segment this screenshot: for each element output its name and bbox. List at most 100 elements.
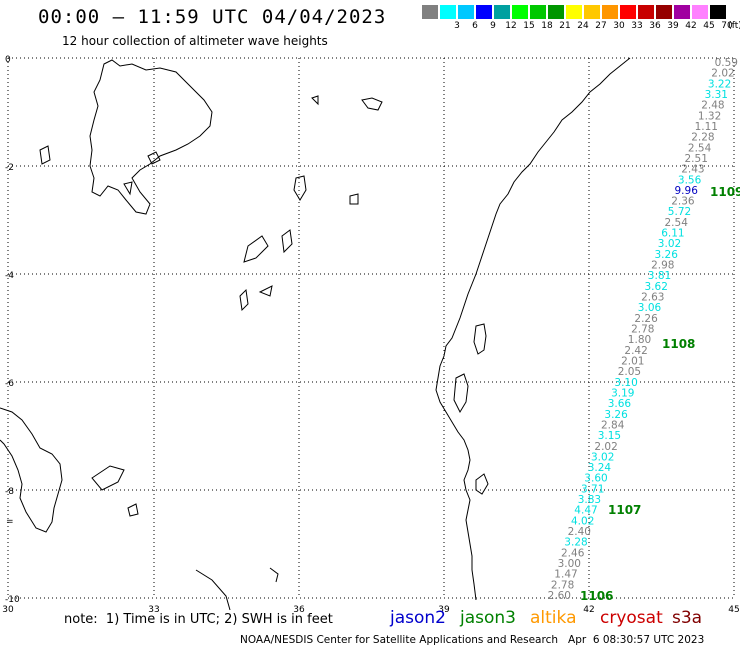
scale-label: 45 xyxy=(703,21,715,31)
swh-reading: 1.80 xyxy=(628,334,651,346)
scale-label: 3 xyxy=(454,21,460,31)
swh-reading: 4.02 xyxy=(571,515,594,527)
swh-reading: 3.60 xyxy=(584,473,607,485)
lat-label: -4 xyxy=(5,271,14,281)
swh-reading: 3.83 xyxy=(578,494,601,506)
scale-swatch xyxy=(530,5,546,19)
scale-swatch xyxy=(638,5,654,19)
swh-reading: 3.81 xyxy=(648,270,671,282)
lake-detail xyxy=(239,288,249,312)
scale-swatch xyxy=(422,5,438,19)
scale-label: 33 xyxy=(631,21,643,31)
lake-detail xyxy=(361,97,383,111)
lake-detail xyxy=(293,175,307,201)
swh-reading: 2.98 xyxy=(651,260,674,272)
lon-label: 42 xyxy=(583,605,594,615)
swh-reading: 3.62 xyxy=(645,281,668,293)
scale-swatch xyxy=(620,5,636,19)
scale-label: 70 xyxy=(721,21,733,31)
scale-label: 42 xyxy=(685,21,697,31)
lake-victoria-island xyxy=(147,151,161,165)
lake-detail xyxy=(258,285,273,297)
scale-swatch xyxy=(710,5,726,19)
scale-label: 15 xyxy=(523,21,535,31)
swh-reading: 2.54 xyxy=(665,217,689,229)
generated-timestamp: Apr 6 08:30:57 UTC 2023 xyxy=(568,634,705,646)
scale-label: 12 xyxy=(505,21,517,31)
swh-reading: 2.84 xyxy=(601,419,625,431)
scale-label: 18 xyxy=(541,21,553,31)
altimeter-track: 0.592.023.223.312.481.321.112.282.542.51… xyxy=(548,57,738,602)
swh-reading: 2.26 xyxy=(634,313,658,325)
swh-reading: 2.02 xyxy=(711,68,734,80)
swh-reading: 2.40 xyxy=(568,526,591,538)
swh-reading: 2.43 xyxy=(681,164,704,176)
mission-jason3: jason3 xyxy=(460,608,516,628)
scale-label: 39 xyxy=(667,21,679,31)
swh-reading: 2.48 xyxy=(701,100,724,112)
swh-reading: 1.47 xyxy=(554,569,577,581)
lake-detail xyxy=(281,229,293,254)
swh-reading: 2.46 xyxy=(561,547,585,559)
scale-swatch xyxy=(440,5,456,19)
swh-reading: 2.51 xyxy=(685,153,708,165)
axis-labels: 30 33 36 39 42 45 0 -2 -4 -6 -8 -10 = xyxy=(2,55,739,615)
lat-label: 0 xyxy=(5,55,11,65)
mission-s3a: s3a xyxy=(672,608,703,628)
swh-reading: 5.72 xyxy=(668,206,691,218)
swh-reading: 3.31 xyxy=(705,89,728,101)
scale-label: 24 xyxy=(577,21,589,31)
pass-time-label: 1106 xyxy=(580,589,613,603)
lake-tanganyika-shore xyxy=(0,407,63,533)
swh-reading: 3.19 xyxy=(611,388,634,400)
scale-swatch xyxy=(512,5,528,19)
scale-label: 9 xyxy=(490,21,496,31)
mission-altika: altika xyxy=(530,608,577,628)
scale-swatch xyxy=(584,5,600,19)
scale-swatch xyxy=(566,5,582,19)
swh-reading: 2.02 xyxy=(594,441,617,453)
zanzibar-island xyxy=(453,373,469,414)
map-subtitle: 12 hour collection of altimeter wave hei… xyxy=(62,34,328,48)
swh-reading: 3.06 xyxy=(638,302,662,314)
swh-reading: 0.59 xyxy=(715,57,738,69)
swh-reading: 3.28 xyxy=(564,537,587,549)
lake-detail xyxy=(123,181,133,196)
pass-time-label: 1107 xyxy=(608,503,641,517)
map-title: 00:00 – 11:59 UTC 04/04/2023 xyxy=(38,6,387,28)
scale-label: 36 xyxy=(649,21,661,31)
swh-reading: 3.66 xyxy=(608,398,632,410)
lake-detail xyxy=(195,569,231,611)
footer-credit: NOAA/NESDIS Center for Satellite Applica… xyxy=(240,634,704,646)
lat-label: -8 xyxy=(5,487,14,497)
lat-lon-grid xyxy=(7,57,735,599)
lake-detail xyxy=(39,145,51,165)
lake-victoria-shore xyxy=(89,59,213,215)
swh-reading: 3.26 xyxy=(655,249,679,261)
lat-label: -10 xyxy=(5,595,20,605)
swh-reading: 2.54 xyxy=(688,142,712,154)
swh-reading: 2.05 xyxy=(618,366,641,378)
lon-label: 36 xyxy=(293,605,305,615)
swh-reading: 4.47 xyxy=(574,505,597,517)
lon-label: 30 xyxy=(2,605,14,615)
scale-swatch xyxy=(656,5,672,19)
swh-reading: 3.24 xyxy=(588,462,612,474)
lat-label: -2 xyxy=(5,163,14,173)
lake-detail xyxy=(349,193,359,205)
swh-reading: 2.28 xyxy=(691,132,714,144)
pass-time-label: 1109 xyxy=(710,185,740,199)
mission-cryosat: cryosat xyxy=(600,608,663,628)
lon-label: 33 xyxy=(148,605,159,615)
scale-label: 30 xyxy=(613,21,625,31)
swh-reading: 9.96 xyxy=(675,185,699,197)
mafia-island xyxy=(475,473,489,495)
scale-swatch xyxy=(692,5,708,19)
swh-reading: 3.02 xyxy=(658,238,681,250)
swh-reading: 3.10 xyxy=(614,377,637,389)
swh-reading: 6.11 xyxy=(661,228,684,240)
swh-reading: 2.36 xyxy=(671,196,695,208)
swh-reading: 3.56 xyxy=(678,174,702,186)
pemba-island xyxy=(473,323,487,355)
